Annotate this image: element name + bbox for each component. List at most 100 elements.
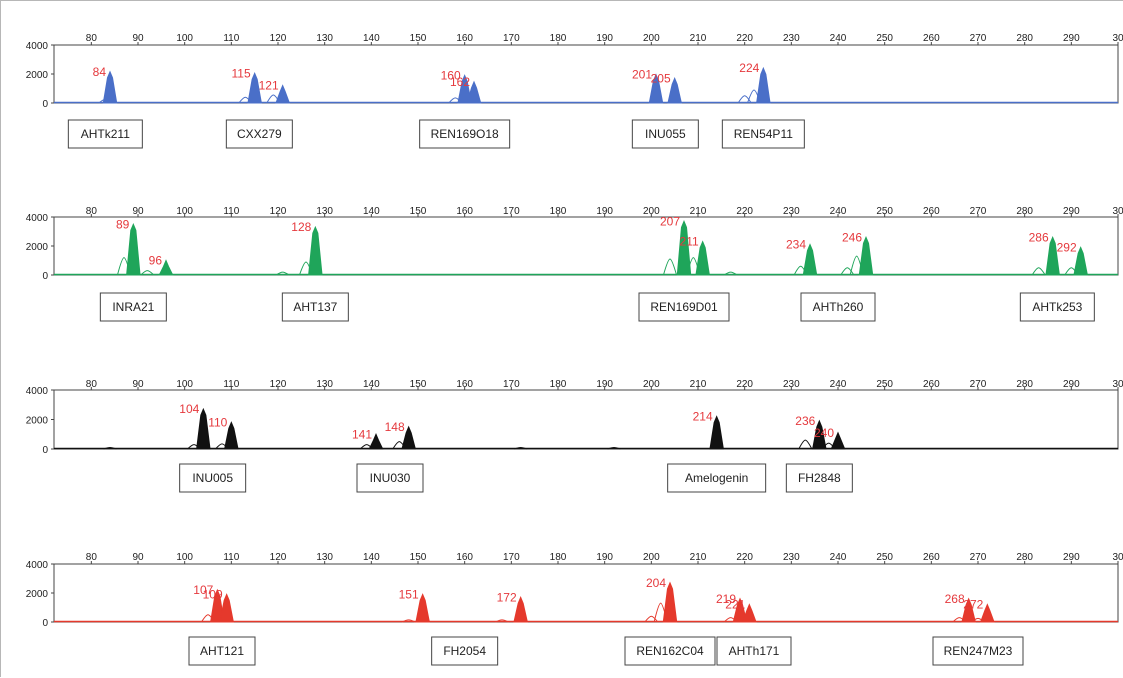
- peak: [756, 66, 771, 104]
- peak-label: 109: [203, 587, 223, 601]
- peak-label: 236: [795, 414, 815, 428]
- marker-label: INU005: [192, 471, 233, 485]
- y-tick-label: 4000: [26, 560, 49, 571]
- x-tick-label: 190: [596, 379, 613, 390]
- peak: [308, 225, 323, 276]
- marker-box: CXX279: [225, 119, 293, 149]
- marker-frame: [721, 119, 805, 149]
- minor-peak: [607, 447, 621, 450]
- x-tick-label: 210: [690, 379, 707, 390]
- x-tick-label: 210: [690, 33, 707, 44]
- x-tick-label: 170: [503, 33, 520, 44]
- x-tick-label: 160: [456, 33, 473, 44]
- minor-peak: [513, 447, 528, 450]
- peak-label: 205: [651, 71, 671, 85]
- x-tick-label: 280: [1016, 379, 1033, 390]
- x-tick-label: 130: [316, 33, 333, 44]
- peak: [676, 220, 692, 276]
- peak: [709, 415, 724, 450]
- peak: [247, 71, 262, 104]
- peak-label: 84: [93, 65, 107, 79]
- peak-label: 141: [352, 427, 372, 441]
- x-tick-label: 270: [970, 552, 987, 563]
- x-tick-label: 250: [876, 206, 893, 217]
- y-tick-label: 4000: [26, 41, 49, 52]
- marker-box: INRA21: [99, 292, 167, 322]
- peak-label: 272: [963, 598, 983, 612]
- marker-frame: [785, 463, 853, 493]
- peak: [1073, 246, 1088, 276]
- x-tick-label: 280: [1016, 206, 1033, 217]
- marker-label: AHTk211: [81, 127, 130, 141]
- peak: [275, 84, 291, 104]
- x-tick-label: 160: [456, 379, 473, 390]
- y-tick-label: 2000: [26, 242, 49, 253]
- y-tick-label: 0: [42, 618, 48, 629]
- x-tick-label: 280: [1016, 552, 1033, 563]
- peak-label: 96: [149, 254, 163, 268]
- peak: [415, 593, 430, 623]
- x-tick-label: 180: [550, 33, 567, 44]
- minor-peak: [723, 271, 738, 276]
- peak-label: 224: [739, 61, 759, 75]
- minor-peak: [798, 439, 813, 450]
- x-tick-label: 120: [270, 206, 287, 217]
- peak-label: 89: [116, 217, 130, 231]
- x-tick-label: 110: [223, 379, 239, 390]
- peak-label: 115: [232, 66, 251, 80]
- peak-label: 104: [179, 402, 199, 416]
- marker-label: Amelogenin: [685, 471, 748, 485]
- marker-frame: [431, 636, 499, 666]
- marker-box: REN247M23: [932, 636, 1024, 666]
- x-tick-label: 140: [363, 33, 380, 44]
- marker-label: AHT121: [200, 644, 244, 658]
- marker-box: REN54P11: [721, 119, 805, 149]
- marker-frame: [67, 119, 143, 149]
- x-tick-label: 180: [550, 379, 567, 390]
- x-tick-label: 230: [783, 552, 800, 563]
- peak: [466, 80, 482, 104]
- peak: [401, 425, 417, 450]
- x-tick-label: 30: [1112, 552, 1123, 563]
- minor-peak: [840, 267, 855, 276]
- minor-peak: [644, 615, 659, 623]
- peak-label: 204: [646, 576, 666, 590]
- marker-frame: [188, 636, 256, 666]
- x-tick-label: 190: [596, 33, 613, 44]
- x-tick-label: 80: [86, 552, 98, 563]
- x-tick-label: 100: [176, 379, 193, 390]
- marker-frame: [624, 636, 716, 666]
- marker-label: REN169O18: [431, 127, 499, 141]
- y-tick-label: 2000: [26, 70, 49, 81]
- x-tick-label: 260: [923, 33, 940, 44]
- peak-label: 107: [193, 583, 213, 597]
- x-tick-label: 220: [736, 552, 753, 563]
- x-tick-label: 150: [410, 379, 427, 390]
- x-tick-label: 270: [970, 206, 987, 217]
- marker-label: FH2054: [443, 644, 486, 658]
- peak: [741, 603, 757, 623]
- marker-label: REN169D01: [650, 300, 718, 314]
- x-tick-label: 220: [736, 379, 753, 390]
- x-tick-label: 30: [1112, 206, 1123, 217]
- x-tick-label: 240: [830, 33, 847, 44]
- marker-box: AHT121: [188, 636, 256, 666]
- x-tick-label: 200: [643, 379, 660, 390]
- x-tick-label: 130: [316, 379, 333, 390]
- minor-peak: [140, 270, 155, 276]
- x-tick-label: 90: [132, 33, 144, 44]
- marker-frame: [932, 636, 1024, 666]
- peak-label: 148: [385, 420, 405, 434]
- y-tick-label: 0: [42, 445, 48, 456]
- peak-label: 151: [399, 587, 419, 601]
- panel-3: 80 90 100 110 120 130 140 150 160 170 180 190 200 210…: [26, 379, 1123, 493]
- peak: [196, 407, 211, 450]
- x-tick-label: 240: [830, 206, 847, 217]
- marker-frame: [716, 636, 792, 666]
- x-tick-label: 200: [643, 206, 660, 217]
- peak: [812, 419, 827, 450]
- x-tick-label: 140: [363, 206, 380, 217]
- x-tick-label: 180: [550, 552, 567, 563]
- x-tick-label: 190: [596, 206, 613, 217]
- x-tick-label: 290: [1063, 33, 1080, 44]
